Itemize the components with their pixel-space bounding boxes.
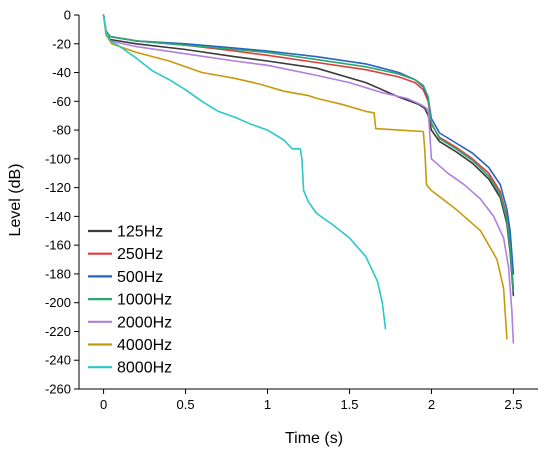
legend-label: 2000Hz [117, 314, 172, 331]
legend-label: 8000Hz [117, 360, 172, 377]
series-line-1000hz [102, 14, 515, 293]
x-axis-label: Time (s) [285, 430, 343, 447]
axes: 0 -20 -40 -60 -80 -100 -120 -140 -160 -180 -200 -22… [45, 8, 538, 412]
x-tick-label: 2 [428, 397, 435, 412]
y-tick-label: -20 [52, 36, 71, 51]
y-tick-label: -200 [45, 295, 71, 310]
y-tick-label: -60 [52, 94, 71, 109]
series-layer [102, 14, 515, 344]
x-tick-label: 1 [264, 397, 271, 412]
y-tick-label: -220 [45, 324, 71, 339]
legend-item: 250Hz [88, 246, 163, 263]
y-tick-label: -160 [45, 238, 71, 253]
x-tick-label: 0 [100, 397, 107, 412]
legend-item: 125Hz [88, 224, 163, 241]
series-line-2000hz [102, 14, 515, 344]
y-tick-label: -40 [52, 65, 71, 80]
y-tick-label: -140 [45, 209, 71, 224]
y-tick-label: -260 [45, 382, 71, 397]
legend-item: 2000Hz [88, 314, 172, 331]
y-tick-label: 0 [64, 8, 71, 23]
y-tick-label: -80 [52, 123, 71, 138]
legend: 125Hz 250Hz 500Hz 1000Hz 2000Hz 4000Hz 8000Hz [88, 224, 172, 377]
y-tick-label: -120 [45, 180, 71, 195]
legend-item: 4000Hz [88, 337, 172, 354]
legend-item: 1000Hz [88, 292, 172, 309]
legend-label: 250Hz [117, 246, 163, 263]
y-axis-label: Level (dB) [7, 164, 24, 237]
y-tick-label: -180 [45, 266, 71, 281]
x-tick-label: 2.5 [504, 397, 522, 412]
x-tick-label: 0.5 [177, 397, 195, 412]
legend-label: 4000Hz [117, 337, 172, 354]
legend-item: 8000Hz [88, 360, 172, 377]
legend-item: 500Hz [88, 269, 163, 286]
y-tick-label: -240 [45, 353, 71, 368]
x-tick-label: 1.5 [340, 397, 358, 412]
y-tick-label: -100 [45, 151, 71, 166]
legend-label: 1000Hz [117, 292, 172, 309]
series-line-4000hz [102, 14, 508, 340]
legend-label: 500Hz [117, 269, 163, 286]
series-line-8000hz [102, 14, 387, 330]
legend-label: 125Hz [117, 224, 163, 241]
